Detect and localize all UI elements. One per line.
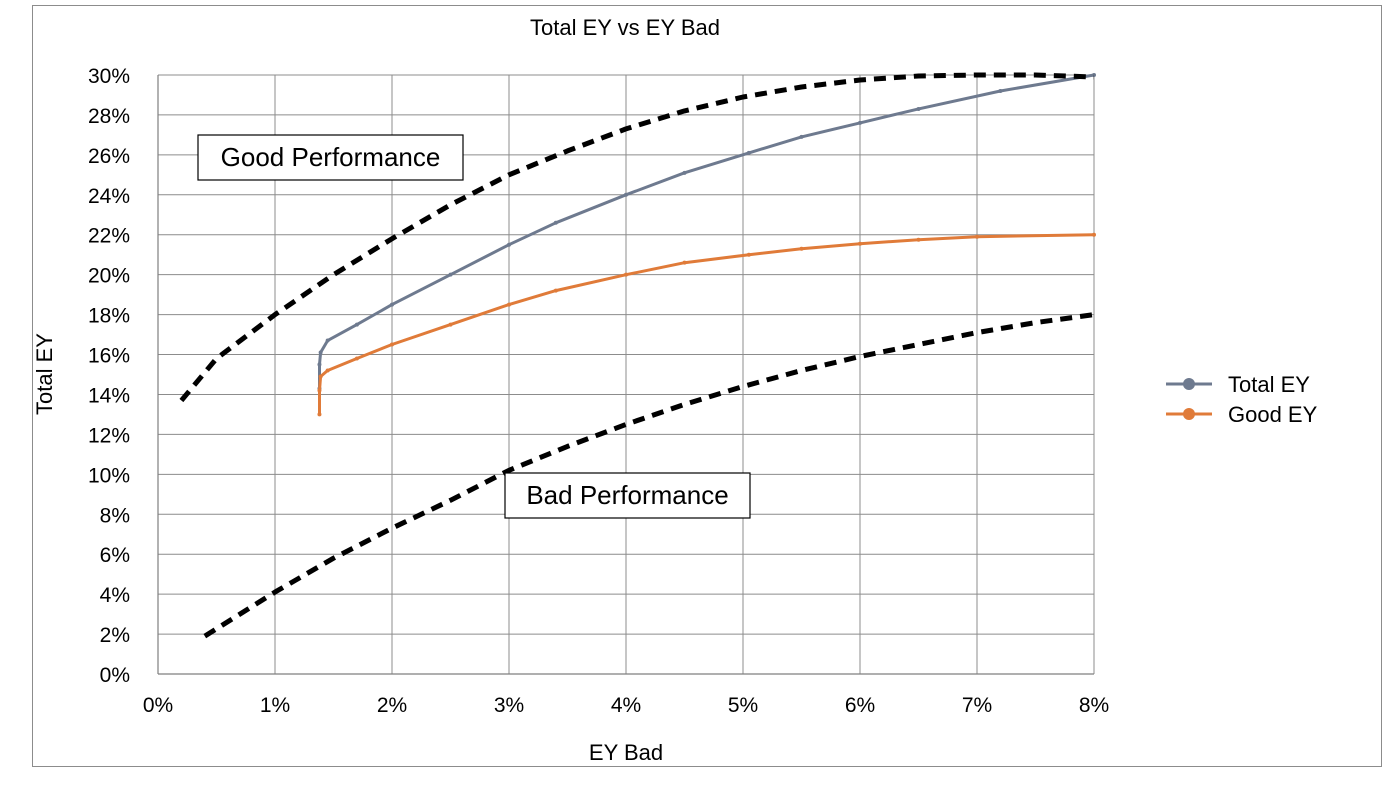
y-tick-label: 14% [88,384,130,407]
data-point [746,252,751,257]
data-point [799,246,804,251]
x-tick-label: 3% [494,694,524,717]
annotation-good-performance-text: Good Performance [221,142,441,172]
data-point [390,302,394,307]
data-point [975,234,979,239]
series-line-total-ey [318,73,1096,390]
data-point [858,241,862,246]
legend-label-total-ey: Total EY [1228,372,1310,397]
annotation-good-performance: Good Performance [197,134,464,181]
x-tick-label: 1% [260,694,290,717]
x-tick-label: 7% [962,694,992,717]
data-point [553,220,558,225]
y-tick-label: 16% [88,345,130,368]
data-point [390,342,394,347]
data-point [318,350,323,355]
data-point [746,150,751,155]
axes: 0% 1% 2% 3% 4% 5% 6% 7% 8% 0% 2% 4% 6% 8% 10% 12% 14% 16%… [88,65,1109,717]
data-point [916,237,921,242]
y-tick-label: 28% [88,105,130,128]
y-tick-label: 8% [100,504,130,527]
data-point [325,338,330,343]
data-point [624,192,628,197]
y-tick-label: 26% [88,145,130,168]
y-tick-label: 24% [88,185,130,208]
data-point [507,242,511,247]
y-tick-label: 0% [100,664,130,687]
chart-frame [32,5,1382,767]
data-point [318,374,323,379]
data-point [624,272,628,277]
data-point [354,356,359,361]
data-point [916,106,921,111]
legend: Total EY Good EY [1166,372,1318,427]
y-tick-label: 2% [100,624,130,647]
y-tick-label: 4% [100,584,130,607]
y-axis-title: Total EY [32,333,57,415]
boundary-curve [203,312,1095,639]
y-tick-label: 30% [88,65,130,88]
data-point [799,134,804,139]
x-tick-label: 2% [377,694,407,717]
data-point [858,120,862,125]
x-tick-label: 4% [611,694,641,717]
data-point [998,88,1003,93]
x-tick-label: 8% [1079,694,1109,717]
x-tick-label: 0% [143,694,173,717]
legend-item-total-ey[interactable]: Total EY [1166,372,1310,397]
data-point [448,322,453,327]
data-point [317,412,322,417]
data-point [1092,232,1096,237]
y-tick-label: 22% [88,225,130,248]
y-tick-label: 18% [88,305,130,328]
legend-marker [1183,378,1195,390]
series-group [179,72,1096,639]
annotation-bad-performance: Bad Performance [504,472,751,519]
annotation-bad-performance-text: Bad Performance [526,480,728,510]
data-point [325,368,330,373]
y-tick-label: 10% [88,464,130,487]
legend-label-good-ey: Good EY [1228,402,1318,427]
y-tick-label: 20% [88,265,130,288]
y-tick-label: 6% [100,544,130,567]
data-point [317,388,322,393]
legend-item-good-ey[interactable]: Good EY [1166,402,1318,427]
legend-marker [1183,408,1195,420]
data-point [448,272,453,277]
chart-title: Total EY vs EY Bad [530,15,720,40]
series-line-good-ey [318,233,1096,416]
y-tick-label: 12% [88,424,130,447]
data-point [682,260,687,265]
x-tick-label: 5% [728,694,758,717]
data-point [682,170,687,175]
data-point [354,322,359,327]
data-point [317,362,322,367]
annotation-box [504,472,751,519]
annotation-box [197,134,464,181]
x-tick-label: 6% [845,694,875,717]
data-point [553,288,558,293]
boundary-curve [179,72,1095,403]
x-axis-title: EY Bad [589,740,663,765]
data-point [507,302,511,307]
